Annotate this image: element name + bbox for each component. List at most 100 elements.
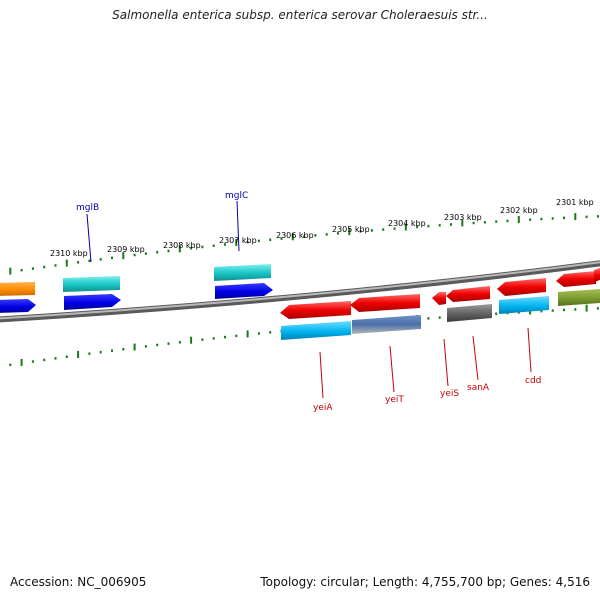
major-tick <box>178 245 181 253</box>
minor-tick <box>280 237 283 240</box>
gene-arrow-yeiT[interactable] <box>350 294 420 312</box>
minor-tick <box>99 350 102 354</box>
minor-tick <box>450 223 452 226</box>
minor-tick <box>529 218 532 221</box>
accession-text: Accession: NC_006905 <box>10 575 147 589</box>
minor-tick <box>563 216 565 220</box>
minor-tick <box>235 334 238 338</box>
kbp-label: 2307 kbp <box>219 236 257 245</box>
minor-tick <box>551 309 554 312</box>
genome-backbone-highlight <box>0 261 600 320</box>
leader-mglB <box>86 213 92 263</box>
minor-tick <box>540 217 543 221</box>
minor-tick <box>111 349 113 352</box>
kbp-label: 2303 kbp <box>444 213 482 222</box>
gene-arrow[interactable] <box>64 294 121 310</box>
major-tick <box>9 267 12 275</box>
kbp-label: 2309 kbp <box>107 245 145 254</box>
kbp-scale: 2310 kbp 2309 kbp 2308 kbp 2307 kbp 2306… <box>50 198 594 258</box>
minor-tick <box>303 235 306 238</box>
minor-tick <box>551 217 554 220</box>
gene-arrow[interactable] <box>594 268 600 282</box>
minor-tick <box>506 219 509 223</box>
minor-tick <box>212 244 215 247</box>
gene-arrow[interactable] <box>0 282 35 296</box>
minor-tick <box>122 347 125 351</box>
major-tick <box>235 239 238 247</box>
kbp-label: 2306 kbp <box>276 231 314 240</box>
major-tick <box>65 259 68 267</box>
minor-tick <box>585 215 588 219</box>
minor-tick <box>156 250 159 254</box>
minor-tick <box>88 352 91 355</box>
minor-tick <box>156 343 159 347</box>
minor-tick <box>314 234 317 237</box>
minor-tick <box>574 308 577 311</box>
minor-tick <box>43 265 46 269</box>
kbp-label: 2302 kbp <box>500 206 538 215</box>
minor-tick <box>88 259 91 263</box>
major-tick <box>20 358 23 366</box>
minor-tick <box>325 233 328 236</box>
gene-arrow-sanA[interactable] <box>447 304 492 322</box>
gene-arrow[interactable] <box>558 289 600 306</box>
forward-tick-ruler <box>9 213 599 275</box>
minor-tick <box>257 239 260 243</box>
major-tick <box>461 219 464 227</box>
minor-tick <box>77 261 80 264</box>
gene-arrow-yeiA[interactable] <box>280 301 351 319</box>
minor-tick <box>224 243 226 246</box>
label-leaders <box>86 200 532 399</box>
minor-tick <box>370 229 373 232</box>
major-tick <box>133 343 136 351</box>
minor-tick <box>54 357 57 360</box>
gene-arrow[interactable] <box>446 286 490 302</box>
leader-yeiT <box>389 345 395 393</box>
major-tick <box>517 216 520 224</box>
gene-arrow[interactable] <box>352 315 421 334</box>
minor-tick <box>31 360 34 363</box>
minor-tick <box>483 221 486 224</box>
minor-tick <box>167 342 170 345</box>
gene-label-sanA: sanA <box>467 383 490 393</box>
minor-tick <box>393 227 396 230</box>
minor-tick <box>472 221 475 225</box>
gene-label-yeiT: yeiT <box>385 395 404 405</box>
major-tick <box>246 330 249 338</box>
minor-tick <box>416 225 419 229</box>
minor-tick <box>495 312 498 316</box>
gene-arrow-yeiS[interactable] <box>432 292 446 305</box>
gene-arrow[interactable] <box>215 283 273 299</box>
minor-tick <box>54 264 57 267</box>
minor-tick <box>224 335 226 339</box>
genome-summary-text: Topology: circular; Length: 4,755,700 bp… <box>260 575 590 589</box>
minor-tick <box>382 228 385 231</box>
minor-tick <box>427 224 430 228</box>
gene-arrow-mglB[interactable] <box>63 276 120 292</box>
minor-tick <box>133 253 136 257</box>
minor-tick <box>540 309 543 313</box>
minor-tick <box>31 267 34 270</box>
minor-tick <box>201 245 204 249</box>
minor-tick <box>257 332 260 335</box>
minor-tick <box>596 215 599 218</box>
gene-arrow[interactable] <box>0 299 36 313</box>
gene-label-mglC: mglC <box>225 191 248 201</box>
map-title: Salmonella enterica subsp. enterica sero… <box>112 8 488 22</box>
gene-arrow[interactable] <box>281 321 351 340</box>
gene-arrow[interactable] <box>556 271 596 287</box>
minor-tick <box>144 252 147 255</box>
leader-cdd <box>527 327 532 373</box>
gene-arrow[interactable] <box>497 278 546 296</box>
gene-arrow-mglC[interactable] <box>214 264 271 281</box>
minor-tick <box>495 220 498 223</box>
gene-label-mglB: mglB <box>76 203 99 213</box>
minor-tick <box>9 363 12 367</box>
reverse-genes <box>280 268 600 340</box>
minor-tick <box>43 358 46 362</box>
minor-tick <box>190 247 193 250</box>
gene-labels: mglB mglC yeiA yeiT yeiS sanA cdd <box>76 191 541 413</box>
major-tick <box>574 213 577 221</box>
gene-arrow-cdd[interactable] <box>499 296 549 314</box>
minor-tick <box>65 355 68 359</box>
